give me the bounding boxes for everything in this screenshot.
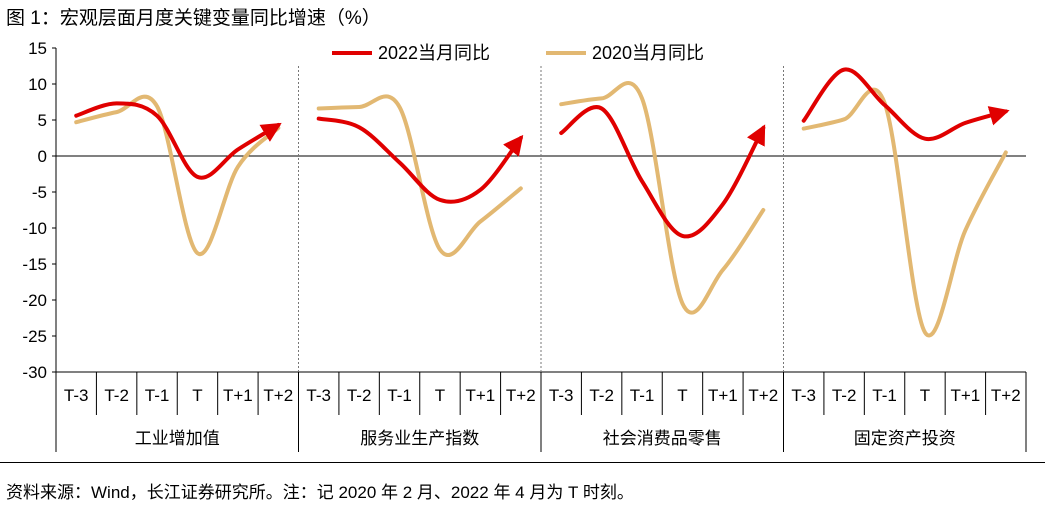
category-label: T xyxy=(920,386,930,405)
group-label: 固定资产投资 xyxy=(854,429,956,448)
series-2020-line xyxy=(74,94,281,256)
y-tick-label: 10 xyxy=(28,75,47,94)
y-tick-label: -10 xyxy=(22,219,47,238)
series-2020-line xyxy=(316,94,523,257)
y-tick-label: -15 xyxy=(22,255,47,274)
y-tick-label: 5 xyxy=(38,111,47,130)
category-label: T-2 xyxy=(589,386,614,405)
category-label: T-1 xyxy=(872,386,897,405)
category-label: T xyxy=(435,386,445,405)
category-label: T xyxy=(192,386,202,405)
series-2022-line xyxy=(74,101,282,180)
source-note: 资料来源：Wind，长江证券研究所。注：记 2020 年 2 月、2022 年 … xyxy=(6,483,634,502)
y-axis: 15 10 5 0 -5 -10 -15 -20 -25 -30 xyxy=(22,39,57,382)
category-label: T+2 xyxy=(506,386,536,405)
category-label: T+2 xyxy=(991,386,1021,405)
y-tick-label: 0 xyxy=(38,147,47,166)
y-tick-label: -30 xyxy=(22,363,47,382)
series-2020-line xyxy=(559,81,766,315)
chart-title: 图 1：宏观层面月度关键变量同比增速（%） xyxy=(6,8,381,29)
series-2022-line xyxy=(559,105,766,239)
y-tick-label: -25 xyxy=(22,327,47,346)
category-label: T+2 xyxy=(263,386,293,405)
group-label: 工业增加值 xyxy=(135,429,220,448)
category-label: T+1 xyxy=(465,386,495,405)
series-2020-line xyxy=(801,87,1008,338)
legend-label: 2020当月同比 xyxy=(592,43,704,63)
category-label: T xyxy=(677,386,687,405)
series-2022-line xyxy=(801,67,1010,142)
chart-canvas: 15 10 5 0 -5 -10 -15 -20 -25 -30 T-3 T-2 T-1 T T+1 T+2… xyxy=(22,39,1027,452)
x-axis: T-3 T-2 T-1 T T+1 T+2 工业增加值 T-3 T-2 T-1 T T+1 T+2 服务业… xyxy=(55,155,1027,452)
category-label: T-1 xyxy=(630,386,655,405)
y-tick-label: -20 xyxy=(22,291,47,310)
category-label: T-1 xyxy=(145,386,170,405)
group-label: 社会消费品零售 xyxy=(603,429,722,448)
legend: 2022当月同比 2020当月同比 xyxy=(332,43,704,63)
group-label: 服务业生产指数 xyxy=(360,429,479,448)
category-label: T-2 xyxy=(104,386,129,405)
y-tick-label: -5 xyxy=(32,183,47,202)
category-label: T-3 xyxy=(549,386,574,405)
category-label: T-2 xyxy=(832,386,857,405)
category-label: T-1 xyxy=(387,386,412,405)
legend-label: 2022当月同比 xyxy=(378,43,490,63)
category-label: T-2 xyxy=(347,386,372,405)
series-2022-line xyxy=(316,116,524,204)
category-label: T-3 xyxy=(306,386,331,405)
y-tick-label: 15 xyxy=(28,39,47,58)
category-label: T-3 xyxy=(64,386,89,405)
category-label: T+1 xyxy=(223,386,253,405)
category-label: T+2 xyxy=(748,386,778,405)
category-label: T-3 xyxy=(791,386,816,405)
category-label: T+1 xyxy=(950,386,980,405)
plot-area xyxy=(74,66,1010,372)
footer-rule xyxy=(0,462,1045,463)
category-label: T+1 xyxy=(708,386,738,405)
